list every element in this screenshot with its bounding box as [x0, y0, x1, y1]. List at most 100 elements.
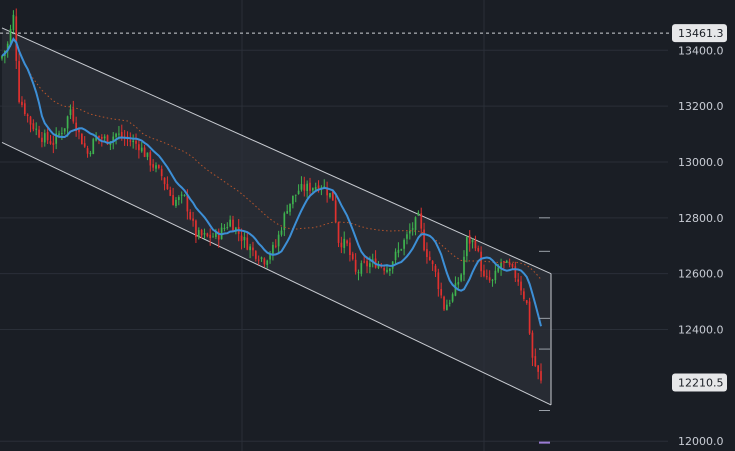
candle-body [537, 365, 539, 372]
candle-body [403, 240, 405, 249]
candle-body [488, 277, 491, 281]
candle-body [448, 302, 451, 304]
candle-body [463, 256, 465, 275]
price-tag: 12210.5 [672, 373, 727, 392]
candle [289, 203, 291, 216]
candle [523, 288, 525, 302]
candle-body [15, 16, 18, 61]
candle-body [531, 332, 534, 358]
candle-body [1, 55, 3, 59]
candle-body [43, 133, 46, 143]
candle [280, 227, 283, 237]
candle-body [75, 122, 77, 131]
candle-body [215, 230, 217, 238]
candle-body [149, 152, 152, 166]
candle [21, 96, 23, 108]
candle-body [46, 132, 49, 141]
candle [254, 250, 257, 262]
candle [366, 256, 368, 274]
candle [525, 299, 528, 305]
candle [263, 257, 266, 268]
candle-body [406, 234, 408, 239]
candle-body [314, 187, 317, 190]
candle-body [100, 136, 103, 139]
candle [517, 272, 520, 286]
candle-body [389, 268, 391, 272]
candle [303, 176, 306, 197]
candle [200, 228, 203, 239]
candle [158, 164, 160, 170]
candle [12, 10, 15, 35]
candle-body [69, 109, 72, 116]
candle-body [312, 188, 314, 191]
candle-body [514, 266, 517, 278]
candle-body [377, 264, 380, 268]
candle-body [38, 129, 40, 138]
candle-body [277, 234, 280, 247]
candle [217, 228, 220, 248]
candle-body [471, 240, 474, 243]
candle [309, 177, 311, 196]
candle-body [505, 260, 508, 263]
candle-body [260, 257, 263, 259]
candle [463, 250, 465, 282]
candle-body [397, 249, 400, 253]
candle [357, 269, 360, 281]
candle-body [331, 191, 334, 201]
candle-body [434, 265, 437, 272]
sma-slow-line [1, 37, 542, 280]
price-tag-label: 12210.5 [678, 376, 724, 389]
candle-body [523, 291, 525, 299]
candle-body [369, 263, 371, 268]
candle-body [294, 194, 297, 196]
candle [169, 186, 172, 197]
candle [349, 237, 351, 262]
candle-body [23, 103, 26, 114]
candle-body [140, 147, 143, 152]
candle [411, 222, 414, 236]
candle [52, 135, 55, 154]
candle-body [289, 203, 291, 212]
candle-body [383, 267, 385, 271]
candle-body [257, 259, 260, 261]
candle-body [6, 43, 9, 52]
candle [520, 275, 522, 296]
candle-body [394, 251, 397, 261]
candle [423, 222, 425, 252]
candle-body [360, 263, 363, 274]
candle [163, 177, 166, 191]
candle [340, 236, 343, 254]
candle-body [61, 133, 63, 135]
candle [192, 211, 194, 227]
candle-body [274, 245, 277, 247]
candle [434, 264, 437, 277]
candle-body [155, 165, 157, 169]
candle [477, 245, 480, 253]
candle-body [309, 182, 311, 191]
candle-body [520, 281, 522, 291]
candle [252, 241, 254, 257]
candle [389, 267, 391, 276]
candle [451, 292, 454, 303]
candle [446, 299, 448, 311]
candle [152, 159, 154, 171]
candle-body [243, 236, 246, 241]
candle [249, 243, 251, 259]
candle [294, 194, 297, 203]
candle-body [29, 116, 32, 125]
candle-body [408, 230, 411, 234]
candle-body [357, 272, 360, 274]
candle-body [163, 177, 166, 185]
candle [155, 162, 157, 173]
candle-body [266, 260, 269, 265]
candle [397, 242, 400, 258]
candle-body [286, 211, 289, 214]
candle-body [78, 129, 80, 133]
candle-body [129, 140, 132, 142]
channel-upper-line [1, 27, 552, 275]
candle [138, 140, 140, 159]
candle [534, 348, 537, 368]
candle [420, 207, 423, 237]
candle-body [351, 253, 354, 260]
candle [135, 133, 137, 150]
